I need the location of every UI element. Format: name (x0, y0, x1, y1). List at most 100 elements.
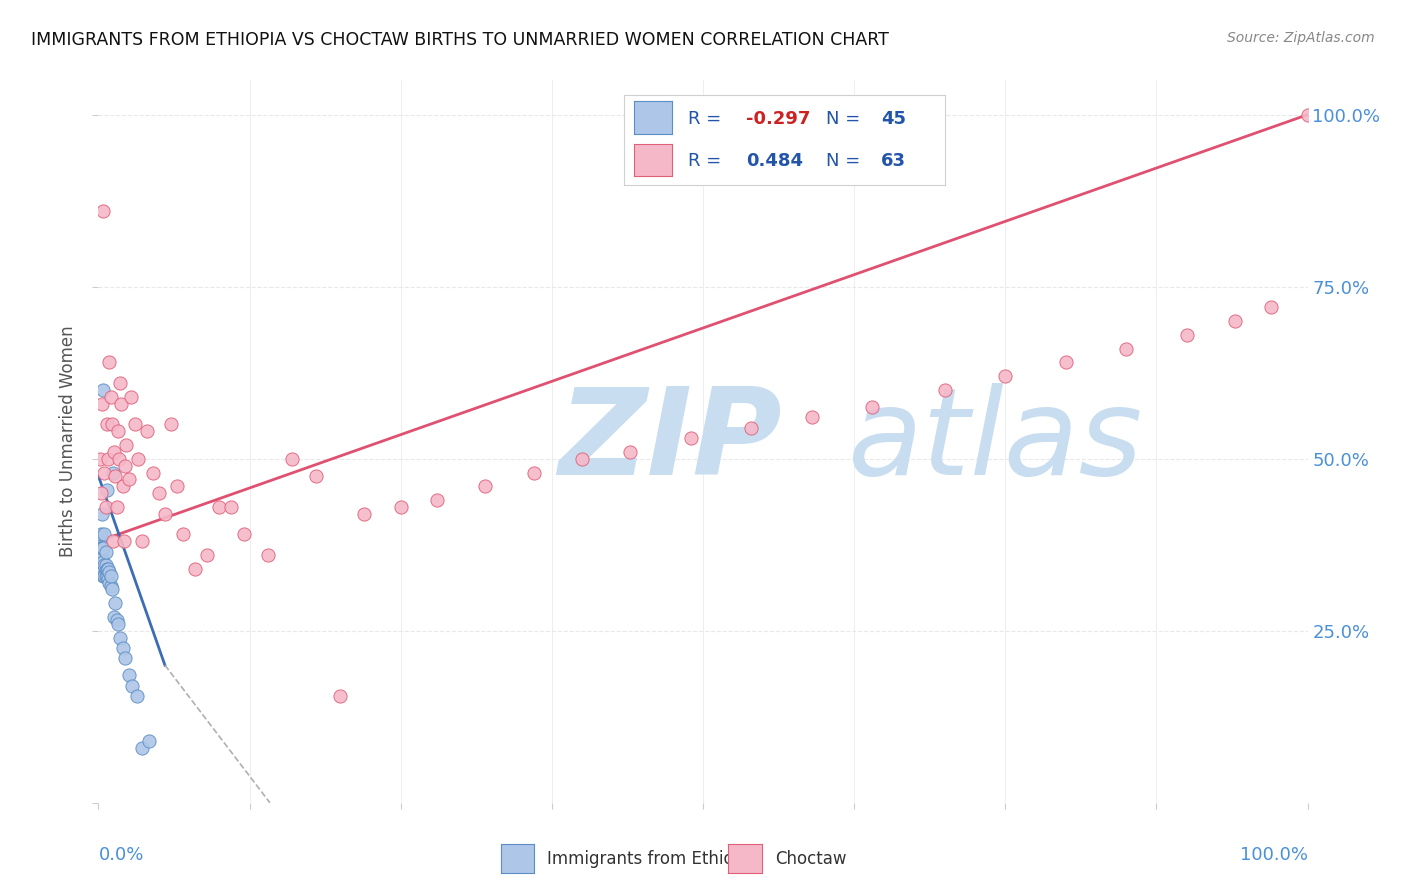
Point (91, 507, 114, 521)
Point (105, 614, 128, 628)
Point (90, 555, 112, 569)
Point (94, 568, 117, 582)
Point (800, 410, 823, 425)
Point (89, 562, 111, 576)
Point (110, 397, 132, 411)
Point (93, 527, 115, 541)
Point (97, 451, 120, 466)
Text: Source: ZipAtlas.com: Source: ZipAtlas.com (1227, 31, 1375, 45)
Point (221, 500, 243, 514)
Point (148, 486, 170, 500)
Point (127, 451, 149, 466)
Point (305, 469, 328, 483)
Point (111, 479, 134, 493)
Point (426, 493, 449, 508)
Point (1296, 108, 1319, 122)
Point (1054, 355, 1077, 369)
Point (108, 451, 131, 466)
Point (256, 548, 278, 562)
Y-axis label: Births to Unmarried Women: Births to Unmarried Women (59, 326, 77, 558)
Point (96, 562, 118, 576)
Point (108, 631, 131, 645)
Point (89, 451, 111, 466)
Point (121, 679, 143, 693)
Point (89, 548, 111, 562)
Point (135, 424, 157, 438)
Point (127, 689, 149, 703)
Point (619, 445, 641, 459)
Point (112, 534, 135, 549)
Text: atlas: atlas (848, 383, 1143, 500)
Point (153, 507, 176, 521)
Point (1115, 342, 1137, 356)
Point (1260, 301, 1282, 315)
Point (94, 500, 117, 514)
Point (98, 566, 121, 580)
Point (115, 438, 138, 452)
Point (208, 500, 231, 514)
Point (93, 568, 115, 582)
Point (100, 579, 122, 593)
Point (94, 544, 117, 558)
Point (114, 458, 136, 473)
Point (160, 417, 183, 432)
Point (571, 451, 593, 466)
Point (97, 572, 120, 586)
Point (104, 469, 127, 483)
Point (1175, 327, 1198, 342)
Point (142, 466, 165, 480)
Point (131, 740, 153, 755)
Point (103, 445, 125, 459)
Point (100, 568, 122, 582)
Point (353, 507, 375, 521)
Point (91, 555, 114, 569)
Point (118, 668, 141, 682)
Point (93, 466, 115, 480)
Point (138, 734, 160, 748)
Point (172, 527, 194, 541)
Point (111, 640, 134, 655)
Point (101, 466, 124, 480)
Point (90, 541, 112, 556)
Point (91, 555, 114, 569)
Text: Choctaw: Choctaw (775, 849, 846, 868)
Point (100, 390, 122, 404)
Point (107, 616, 129, 631)
Point (91, 548, 114, 562)
Text: 0.0%: 0.0% (98, 847, 143, 864)
Point (131, 534, 153, 549)
Point (91, 541, 114, 556)
Text: Immigrants from Ethiopia: Immigrants from Ethiopia (547, 849, 759, 868)
Point (195, 548, 218, 562)
Point (107, 424, 129, 438)
Point (96, 417, 118, 432)
Point (860, 400, 883, 414)
Point (91, 568, 114, 582)
Point (91, 397, 114, 411)
Point (679, 431, 702, 445)
Point (96, 483, 118, 497)
Point (523, 466, 546, 480)
Point (120, 390, 142, 404)
Point (100, 582, 122, 597)
Point (104, 596, 127, 610)
Point (474, 479, 496, 493)
Point (96, 568, 118, 582)
Point (114, 651, 136, 665)
Point (281, 451, 304, 466)
Text: IMMIGRANTS FROM ETHIOPIA VS CHOCTAW BIRTHS TO UNMARRIED WOMEN CORRELATION CHART: IMMIGRANTS FROM ETHIOPIA VS CHOCTAW BIRT… (31, 31, 889, 49)
Point (90, 527, 112, 541)
Point (118, 472, 141, 486)
Point (93, 558, 115, 573)
Point (97, 562, 120, 576)
Point (98, 575, 121, 590)
Point (103, 610, 125, 624)
Point (994, 369, 1017, 384)
Point (91, 204, 114, 219)
Point (91, 541, 114, 556)
Point (232, 527, 254, 541)
Point (166, 479, 188, 493)
Point (90, 486, 112, 500)
Text: 100.0%: 100.0% (1240, 847, 1308, 864)
Point (105, 500, 128, 514)
